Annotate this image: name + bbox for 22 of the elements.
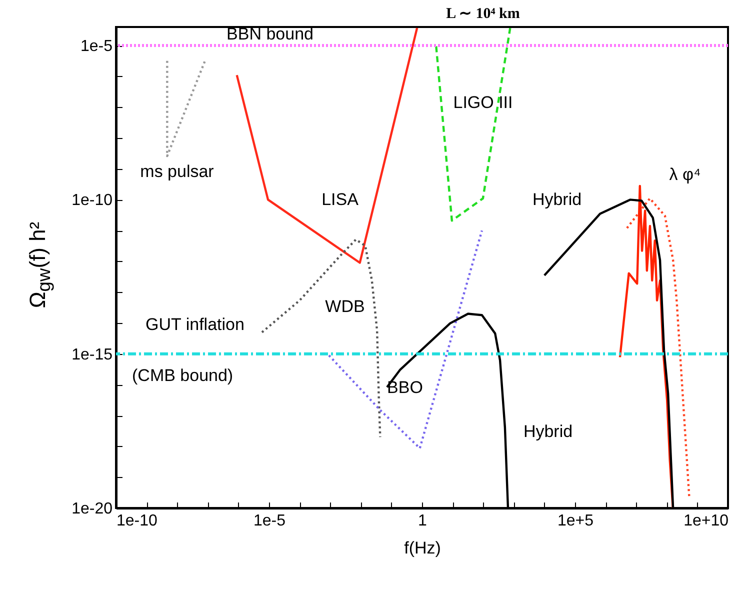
- annotation: Hybrid: [523, 422, 573, 441]
- x-tick-label: 1e-10: [116, 512, 158, 530]
- annotation: WDB: [325, 297, 365, 316]
- annotation: BBO: [387, 378, 423, 397]
- annotation: λ φ⁴: [669, 165, 701, 184]
- ref-line-label: (CMB bound): [132, 366, 234, 385]
- ref-line-label: BBN bound: [226, 24, 314, 44]
- x-tick-label: 1e+5: [557, 512, 594, 530]
- x-tick-label: 1: [418, 512, 428, 530]
- annotation: LIGO III: [453, 93, 513, 112]
- y-tick-label: 1e-15: [72, 346, 113, 364]
- y-tick-label: 1e-5: [80, 38, 113, 56]
- text: L ∼ 10⁴ km: [446, 6, 520, 22]
- y-tick-label: 1e-10: [72, 192, 113, 210]
- annotation: LISA: [322, 190, 360, 209]
- annotation: ms pulsar: [140, 162, 214, 181]
- x-tick-label: 1e+10: [684, 512, 729, 530]
- x-axis-title: f(Hz): [404, 538, 441, 558]
- annotation: GUT inflation: [146, 315, 244, 334]
- y-tick-label: 1e-20: [72, 500, 113, 518]
- annotation: Hybrid: [532, 190, 582, 209]
- x-tick-label: 1e-5: [253, 512, 286, 530]
